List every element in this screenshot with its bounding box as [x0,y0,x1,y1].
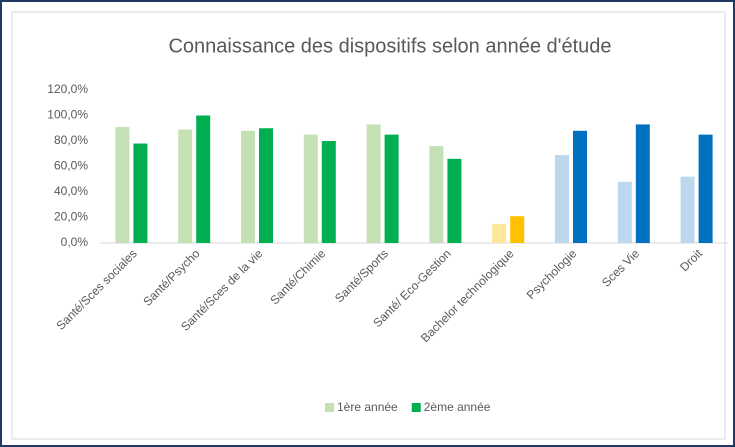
chart-title: Connaissance des dispositifs selon année… [168,35,611,57]
legend-swatch [325,403,334,412]
legend-swatch [411,403,421,412]
bar [303,134,318,243]
bar [259,128,273,243]
bar [133,143,148,243]
bar [429,146,444,243]
bar [241,130,255,243]
bar [115,126,130,243]
y-tick-label: 100,0% [47,108,88,122]
bar [321,141,336,243]
bar [698,134,713,243]
bar [492,223,507,243]
bar [366,124,381,243]
y-tick-label: 20,0% [54,210,88,224]
y-tick-label: 80,0% [54,133,88,147]
chart-border [11,11,726,440]
bar [196,115,211,243]
y-tick-label: 40,0% [54,184,88,198]
bar [617,181,632,243]
y-tick-label: 60,0% [54,159,88,173]
legend-label: 1ère année [337,400,398,414]
bar [555,155,569,243]
bar [573,130,587,243]
bar [680,176,695,243]
bar [510,216,525,243]
bar [447,158,462,243]
y-tick-label: 0,0% [61,235,89,249]
bar [178,129,193,243]
y-tick-label: 120,0% [47,82,88,96]
legend-label: 2ème année [424,400,491,414]
bar [635,124,650,243]
bar [384,134,399,243]
